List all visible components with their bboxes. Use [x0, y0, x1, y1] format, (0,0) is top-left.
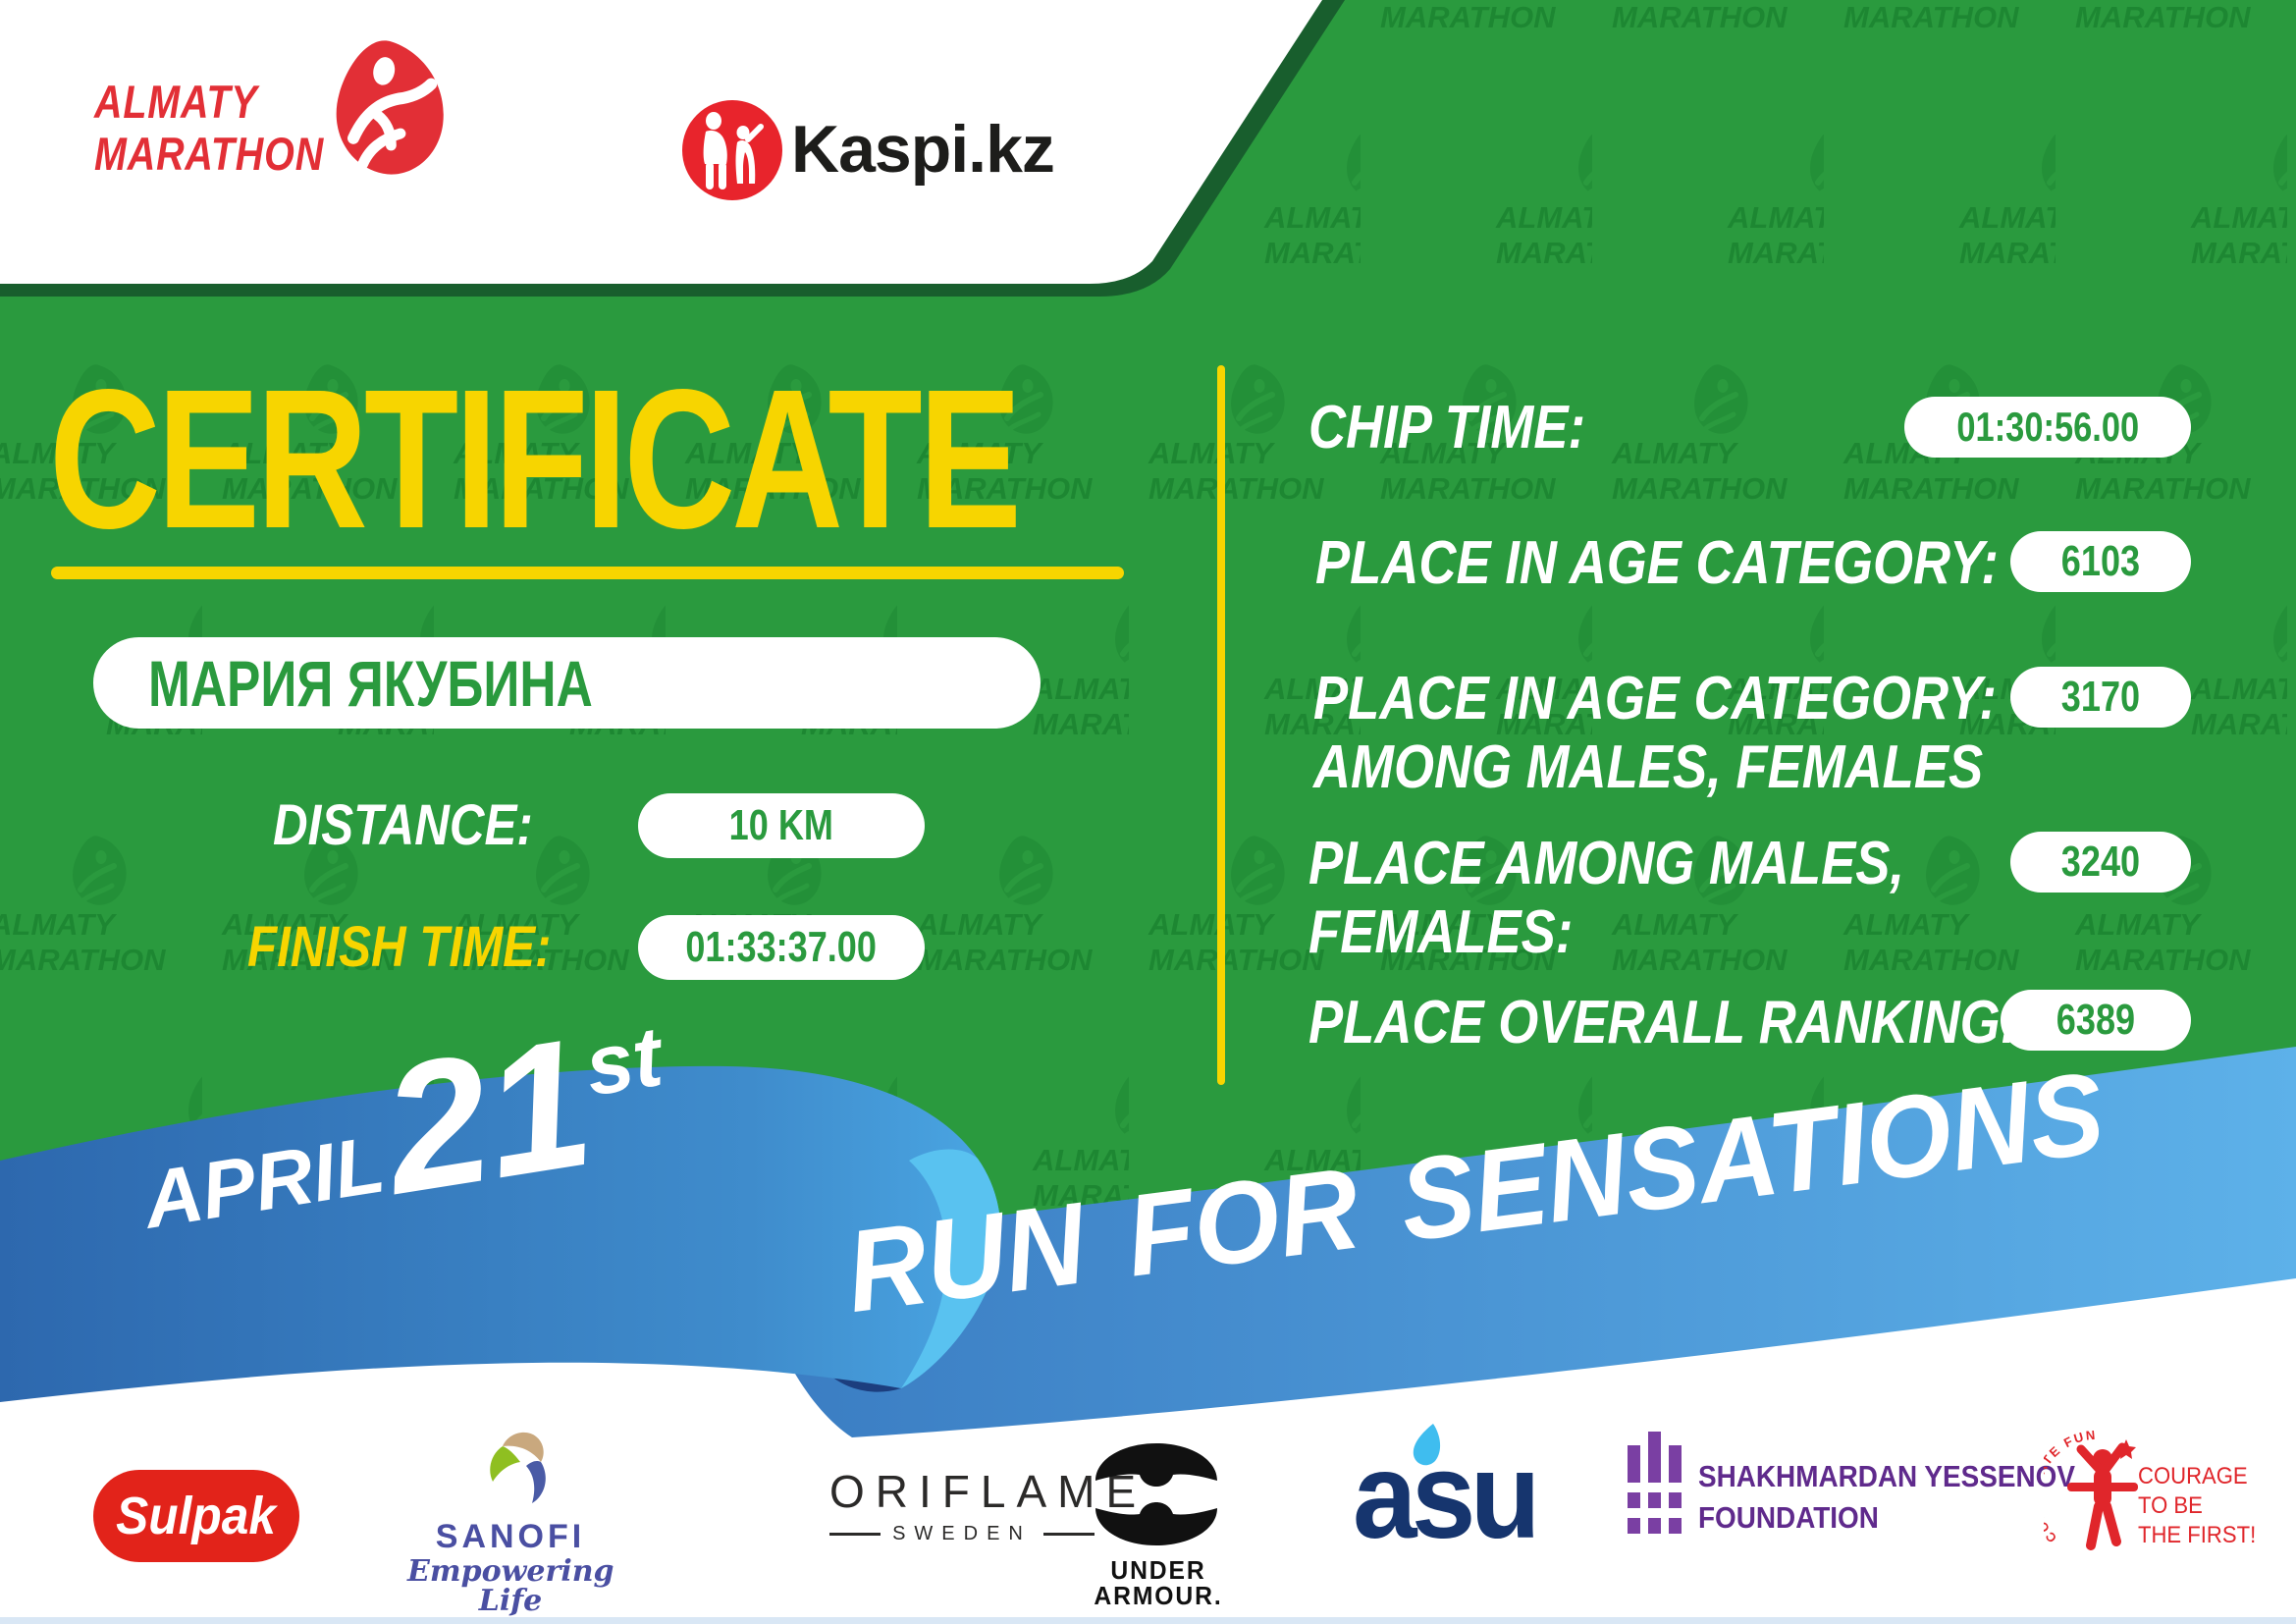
under-armour-icon	[1095, 1443, 1217, 1545]
asu-wordmark: asu	[1353, 1429, 1541, 1564]
courage-line3: THE FIRST!	[2138, 1522, 2257, 1548]
asu-drop-icon	[1413, 1424, 1441, 1466]
age-gender-value: 3170	[2060, 673, 2141, 721]
result-label-age-category: PLACE IN AGE CATEGORY:	[1315, 529, 1999, 597]
sponsor-sulpak: Sulpak	[93, 1470, 299, 1562]
overall-ranking-value: 6389	[2056, 996, 2136, 1044]
name-pill: МАРИЯ ЯКУБИНА	[93, 637, 1041, 729]
sanofi-tagline: Empowering Life	[407, 1554, 614, 1618]
courage-emblem-icon: CORPORATE FUND	[2044, 1422, 2138, 1550]
kaspi-wordmark: Kaspi.kz	[791, 112, 1055, 187]
bottom-strip	[0, 1617, 2296, 1624]
distance-pill: 10 KM	[638, 793, 925, 858]
overall-ranking-pill: 6389	[2001, 990, 2191, 1051]
sanofi-icon	[490, 1432, 546, 1503]
star-icon	[2116, 1439, 2136, 1459]
result-label-overall: PLACE OVERALL RANKING:	[1308, 989, 2018, 1056]
header	[0, 0, 1345, 297]
result-label-age-gender-1: PLACE IN AGE CATEGORY:	[1313, 665, 1997, 732]
ribbon-band-right	[742, 1047, 2296, 1437]
gender-place-value: 3240	[2060, 838, 2141, 886]
ribbon-fold-highlight	[901, 1149, 1001, 1388]
almaty-logo-line1: ALMATY	[94, 76, 258, 128]
gender-place-pill: 3240	[2010, 832, 2191, 893]
title-underline	[51, 567, 1124, 579]
almaty-logo-teardrop-icon	[336, 40, 444, 175]
result-label-gender-2: FEMALES:	[1308, 898, 1574, 966]
ribbon-day: 21	[371, 1000, 605, 1233]
oriflame-wordmark: ORIFLAME	[829, 1466, 1148, 1517]
oriflame-dash-right	[1042, 1532, 1095, 1536]
result-label-gender-1: PLACE AMONG MALES,	[1308, 830, 1905, 897]
kaspi-icon	[682, 100, 782, 200]
oriflame-country: SWEDEN	[892, 1523, 1032, 1544]
age-category-pill: 6103	[2010, 531, 2191, 592]
header-panel	[0, 0, 1322, 284]
runner-arm	[347, 78, 438, 144]
result-label-chip-time: CHIP TIME:	[1308, 394, 1586, 461]
courage-line2: TO BE	[2138, 1492, 2203, 1519]
runner-leg	[357, 128, 406, 170]
finish-time-label: FINISH TIME:	[247, 915, 552, 979]
courage-line1: COURAGE	[2138, 1463, 2248, 1489]
age-category-value: 6103	[2060, 537, 2141, 585]
chip-time-pill: 01:30:56.00	[1904, 397, 2191, 458]
ribbon-band-left	[0, 1065, 1001, 1402]
chip-time-value: 01:30:56.00	[1956, 404, 2139, 450]
finish-time-value: 01:33:37.00	[685, 923, 878, 971]
ribbon-day-suffix: st	[579, 1008, 668, 1114]
result-label-age-gender-2: AMONG MALES, FEMALES	[1313, 733, 1984, 801]
sulpak-wordmark: Sulpak	[116, 1487, 277, 1545]
distance-label: DISTANCE:	[273, 793, 533, 857]
results-divider	[1217, 365, 1225, 1085]
almaty-logo-line2: MARATHON	[94, 128, 325, 180]
page-title: CERTIFICATE	[49, 348, 1022, 569]
oriflame-country-row: SWEDEN	[829, 1524, 1095, 1543]
age-gender-pill: 3170	[2010, 667, 2191, 728]
yessenov-line2: FOUNDATION	[1698, 1500, 1879, 1535]
runner-name: МАРИЯ ЯКУБИНА	[148, 646, 593, 720]
distance-value: 10 KM	[728, 801, 834, 849]
sanofi-wordmark: SANOFI	[435, 1518, 586, 1555]
finish-time-pill: 01:33:37.00	[638, 915, 925, 980]
under-armour-wordmark: UNDER ARMOUR.	[1094, 1555, 1223, 1610]
runner-head	[373, 57, 396, 85]
yessenov-line1: SHAKHMARDAN YESSENOV	[1698, 1459, 2075, 1493]
oriflame-dash-left	[829, 1532, 881, 1536]
yessenov-icon	[1628, 1432, 1682, 1534]
